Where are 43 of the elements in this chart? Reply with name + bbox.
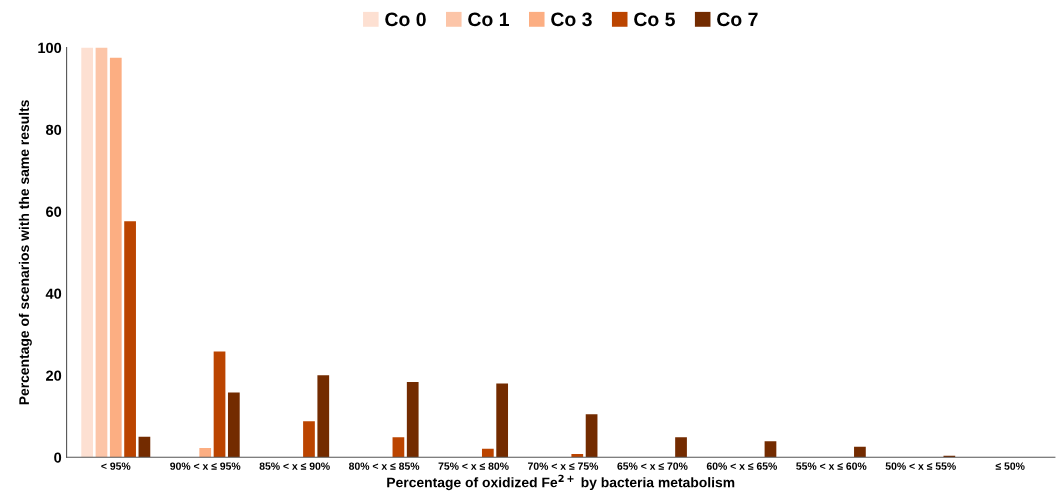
bar — [124, 221, 136, 458]
y-tick-label: 0 — [54, 452, 62, 463]
bar — [854, 446, 866, 458]
y-tick-label: 60 — [46, 206, 62, 217]
x-tick-label: 55% < x ≤ 60% — [796, 462, 867, 470]
legend-label: Co 5 — [634, 12, 675, 27]
y-tick-label: 20 — [46, 370, 62, 381]
legend-label: Co 0 — [385, 12, 426, 27]
bar — [213, 351, 226, 458]
bar — [199, 447, 212, 458]
bar — [303, 421, 315, 458]
bar — [571, 454, 584, 458]
x-tick-label: 90% < x ≤ 95% — [170, 462, 241, 470]
legend-label: Co 1 — [468, 12, 509, 27]
bar — [317, 375, 330, 458]
x-tick-label: 65% < x ≤ 70% — [617, 462, 688, 470]
y-axis-title: Percentage of scenarios with the same results — [18, 100, 32, 405]
bar — [481, 448, 494, 458]
x-tick-label: 75% < x ≤ 80% — [438, 462, 509, 470]
x-tick-label: 60% < x ≤ 65% — [706, 462, 778, 470]
bar — [675, 437, 687, 458]
y-tick-label: 40 — [45, 288, 62, 299]
x-tick-label: 50% < x ≤ 55% — [885, 462, 956, 470]
bar — [585, 414, 598, 458]
y-tick-label: 100 — [38, 42, 62, 54]
bar — [109, 57, 122, 458]
x-tick-label: 70% < x ≤ 75% — [527, 462, 599, 470]
x-tick-label: 85% < x ≤ 90% — [259, 462, 330, 470]
bar — [81, 47, 94, 458]
bar — [406, 381, 419, 458]
bar — [227, 392, 240, 458]
x-tick-label: < 95% — [101, 462, 131, 470]
legend-label: Co 7 — [717, 12, 758, 27]
bar — [138, 436, 151, 458]
bar — [95, 47, 108, 458]
x-tick-label: ≤ 50% — [995, 462, 1025, 470]
bar — [392, 437, 405, 458]
legend-label: Co 3 — [551, 12, 592, 27]
bar — [764, 441, 777, 458]
bar — [496, 383, 509, 458]
x-axis-title: Percentage of oxidized Fe$^{2+}$ by bacteria metabolism — [387, 474, 735, 491]
x-tick-label: 80% < x ≤ 85% — [348, 462, 420, 470]
y-tick-label: 80 — [45, 124, 62, 135]
